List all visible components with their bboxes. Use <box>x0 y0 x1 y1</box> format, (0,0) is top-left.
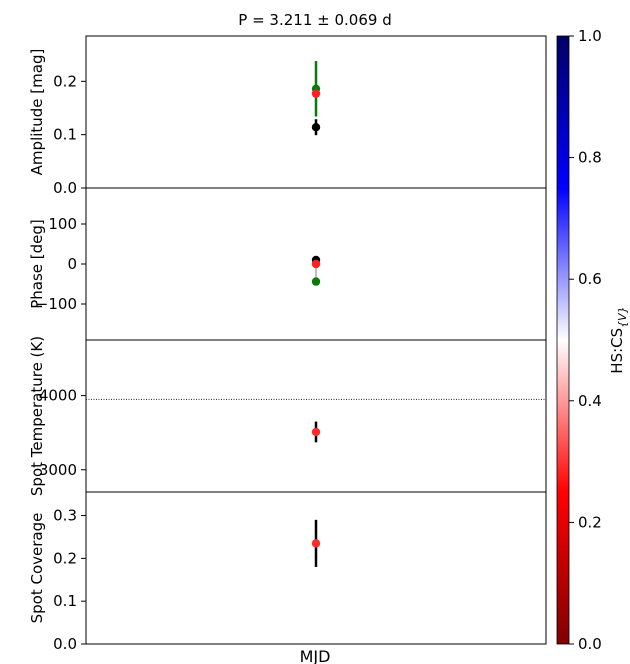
chart-title: P = 3.211 ± 0.069 d <box>238 11 391 29</box>
temperature-point <box>311 427 321 437</box>
coverage-tick-label: 0.0 <box>53 635 77 653</box>
colorbar-gradient <box>556 35 570 645</box>
coverage-tick-label: 0.2 <box>53 549 77 567</box>
colorbar-tick-label: 0.6 <box>578 270 602 288</box>
temperature-y-label: Spot Temperature (K) <box>28 336 46 496</box>
panel-amplitude: 0.0 0.1 0.2 Amplitude [mag] <box>28 35 547 197</box>
amplitude-tick-label: 0.1 <box>53 126 77 144</box>
amplitude-tick-label: 0.2 <box>53 72 77 90</box>
phase-tick-label: 100 <box>48 215 77 233</box>
phase-tick-label: −100 <box>36 295 77 313</box>
phase-point <box>311 259 321 269</box>
panel-coverage: 0.0 0.1 0.2 0.3 Spot Coverage <box>28 491 547 653</box>
temperature-tick-label: 4000 <box>39 387 77 405</box>
coverage-tick-label: 0.3 <box>53 507 77 525</box>
phase-y-label: Phase [deg] <box>28 219 46 309</box>
colorbar-tick-label: 0.2 <box>578 513 602 531</box>
coverage-y-label: Spot Coverage <box>28 513 46 624</box>
x-axis-label: MJD <box>300 647 331 664</box>
amplitude-point <box>311 89 321 98</box>
colorbar-label-sub: {V} <box>616 306 629 328</box>
temperature-frame <box>85 339 547 493</box>
amplitude-point <box>311 123 321 132</box>
temperature-tick-label: 3000 <box>39 461 77 479</box>
colorbar-tick-label: 1.0 <box>578 27 602 45</box>
phase-tick-label: 0 <box>67 255 77 273</box>
coverage-frame <box>85 491 547 645</box>
colorbar: 0.0 0.2 0.4 0.6 0.8 1.0 HS:CS{V} <box>556 27 629 653</box>
amplitude-tick-label: 0.0 <box>53 179 77 197</box>
amplitude-y-label: Amplitude [mag] <box>28 49 46 176</box>
colorbar-tick-label: 0.4 <box>578 392 602 410</box>
colorbar-ticks: 0.0 0.2 0.4 0.6 0.8 1.0 <box>569 27 602 653</box>
colorbar-tick-label: 0.0 <box>578 635 602 653</box>
colorbar-label: HS:CS{V} <box>608 306 629 373</box>
coverage-tick-label: 0.1 <box>53 592 77 610</box>
colorbar-tick-label: 0.8 <box>578 149 602 167</box>
phase-point <box>311 277 321 286</box>
coverage-point <box>311 539 321 548</box>
colorbar-label-main: HS:CS <box>608 328 626 374</box>
